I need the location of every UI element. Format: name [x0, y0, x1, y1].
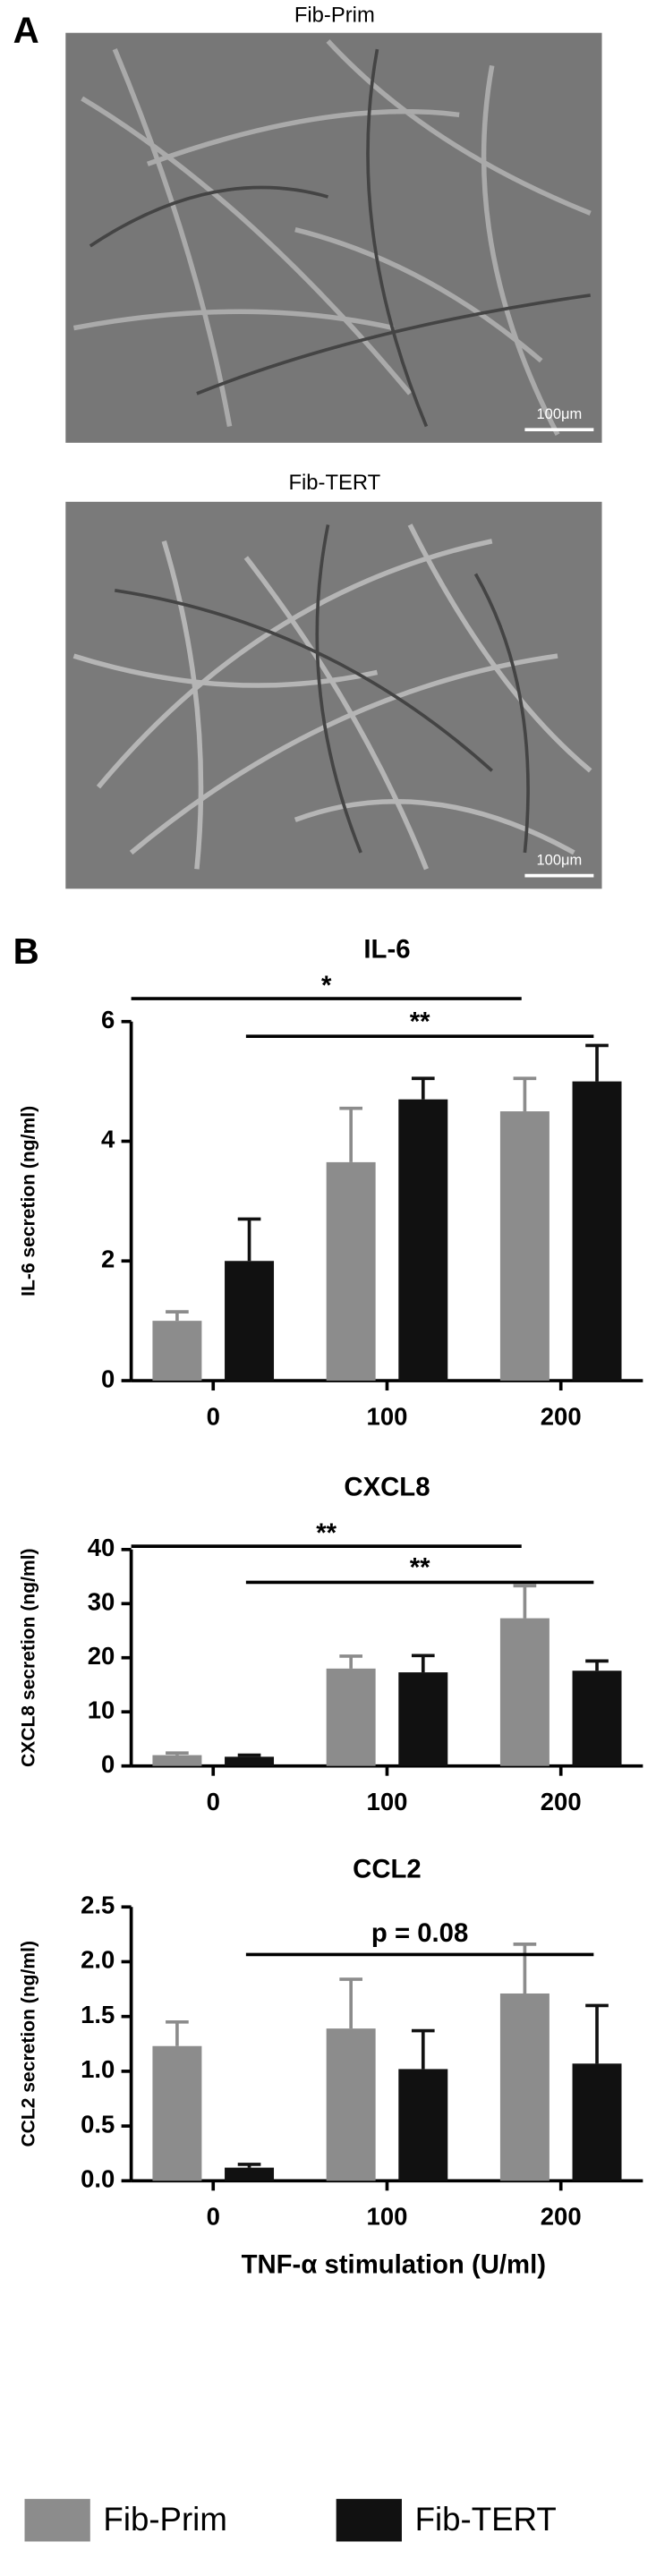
significance-label: **: [316, 1518, 337, 1548]
bar: [326, 1161, 376, 1382]
significance-label: p = 0.08: [371, 1918, 468, 1948]
x-tick-label: 200: [541, 1788, 582, 1815]
y-tick-label: 0.5: [81, 2110, 115, 2138]
bar: [398, 2069, 448, 2181]
error-bar: [339, 1977, 362, 2029]
bar: [326, 1668, 376, 1766]
y-tick-label: 1.0: [81, 2055, 115, 2083]
legend-label: Fib-Prim: [103, 2501, 226, 2538]
image-background: [65, 32, 602, 443]
legend-swatch: [336, 2498, 402, 2542]
bar: [225, 2167, 275, 2181]
y-axis-label: IL-6 secretion (ng/ml): [19, 1106, 39, 1297]
cell-outline: [89, 48, 591, 428]
y-tick-label: 4: [101, 1126, 115, 1153]
x-tick-label: 200: [541, 2203, 582, 2231]
error-bar: [585, 1659, 609, 1671]
micrograph: 100μm: [65, 501, 602, 889]
image-title: Fib-TERT: [288, 471, 380, 495]
bar: [225, 1261, 275, 1382]
cell-outline: [114, 524, 530, 854]
y-tick-label: 40: [88, 1534, 115, 1561]
bar: [572, 1081, 622, 1382]
y-tick-label: 0: [101, 1750, 115, 1778]
y-tick-label: 20: [88, 1642, 115, 1670]
error-bar: [513, 1076, 537, 1112]
significance-label: *: [321, 971, 332, 1000]
x-tick-label: 100: [367, 1788, 408, 1815]
legend-label: Fib-TERT: [415, 2501, 557, 2538]
bar: [398, 1672, 448, 1766]
error-bar: [339, 1106, 362, 1162]
error-bar: [411, 1076, 435, 1100]
x-tick-label: 200: [541, 1402, 582, 1430]
bar: [499, 1618, 550, 1766]
bar: [225, 1756, 275, 1766]
y-tick-label: 2: [101, 1245, 115, 1273]
error-bar: [513, 1943, 537, 1994]
significance-label: **: [410, 1007, 430, 1036]
error-bar: [166, 2019, 189, 2046]
scale-bar-label: 100μm: [537, 406, 583, 422]
error-bar: [411, 1654, 435, 1673]
y-tick-label: 10: [88, 1696, 115, 1723]
scale-bar-label: 100μm: [537, 852, 583, 868]
bar: [572, 1671, 622, 1766]
y-tick-label: 30: [88, 1588, 115, 1616]
significance-label: **: [410, 1553, 430, 1583]
error-bar: [237, 2163, 261, 2168]
bar: [499, 1993, 550, 2181]
bar: [398, 1099, 448, 1382]
error-bar: [166, 1310, 189, 1322]
x-tick-label: 0: [207, 1788, 220, 1815]
y-tick-label: 2.5: [81, 1892, 115, 1919]
error-bar: [237, 1753, 261, 1757]
chart-title: CCL2: [353, 1855, 422, 1884]
bar: [572, 2063, 622, 2181]
y-tick-label: 2.0: [81, 1946, 115, 1974]
x-tick-label: 0: [207, 2203, 220, 2231]
x-tick-label: 0: [207, 1402, 220, 1430]
image-title: Fib-Prim: [294, 4, 375, 28]
y-tick-label: 6: [101, 1006, 115, 1033]
panel-label: A: [13, 10, 39, 50]
error-bar: [513, 1584, 537, 1619]
chart-title: IL-6: [363, 935, 410, 965]
y-axis-label: CCL2 secretion (ng/ml): [19, 1941, 39, 2147]
bar: [326, 2028, 376, 2181]
x-axis-label: TNF-α stimulation (U/ml): [242, 2249, 546, 2279]
y-tick-label: 0: [101, 1365, 115, 1392]
x-tick-label: 100: [367, 2203, 408, 2231]
x-tick-label: 100: [367, 1402, 408, 1430]
error-bar: [339, 1654, 362, 1669]
cell-outline: [72, 39, 592, 436]
micrograph: 100μm: [65, 32, 602, 443]
bar: [152, 2045, 202, 2181]
error-bar: [585, 2003, 609, 2064]
y-tick-label: 0.0: [81, 2165, 115, 2193]
chart-title: CXCL8: [344, 1473, 430, 1502]
cell-outline: [72, 523, 592, 871]
legend-swatch: [24, 2498, 90, 2542]
error-bar: [237, 1217, 261, 1262]
y-axis-label: CXCL8 secretion (ng/ml): [19, 1548, 39, 1767]
panel-label: B: [13, 931, 39, 972]
error-bar: [411, 2028, 435, 2070]
bar: [152, 1755, 202, 1766]
bar: [152, 1321, 202, 1382]
bar: [499, 1111, 550, 1382]
error-bar: [585, 1043, 609, 1082]
error-bar: [166, 1751, 189, 1756]
image-background: [65, 501, 602, 889]
y-tick-label: 1.5: [81, 2001, 115, 2028]
